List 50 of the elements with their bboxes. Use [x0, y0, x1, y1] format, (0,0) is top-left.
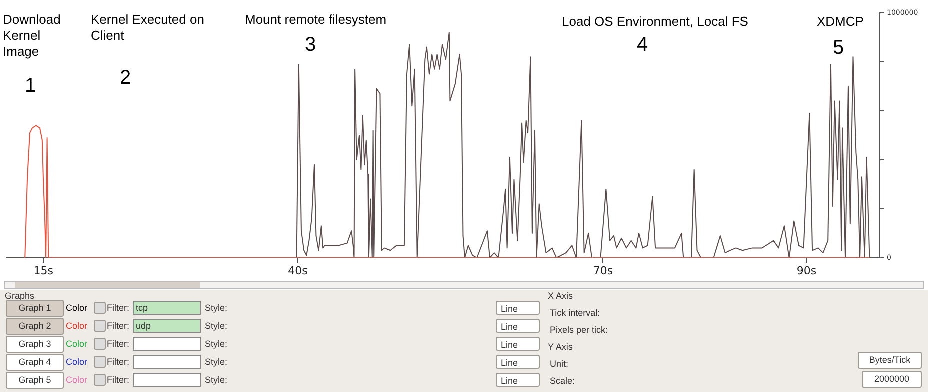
- text: Tick interval:: [550, 308, 600, 318]
- x-tick-label: 40s: [288, 264, 308, 278]
- annotation: 5: [833, 37, 844, 59]
- text: Color: [66, 321, 88, 331]
- text: Color: [66, 357, 88, 367]
- text: Filter:: [107, 339, 130, 349]
- annotation: Load OS Environment, Local FS: [562, 14, 748, 30]
- text: Style:: [205, 339, 228, 349]
- x-tick-label: 15s: [34, 264, 54, 278]
- text: Style:: [205, 375, 228, 385]
- dropdown: Line: [496, 319, 540, 333]
- annotation: 2: [120, 67, 132, 89]
- graph-button: Graph 3: [6, 336, 64, 353]
- graph-button: Graph 4: [6, 354, 64, 371]
- dropdown: Line: [496, 337, 540, 351]
- text: Scale:: [550, 376, 576, 386]
- text: Filter:: [107, 321, 130, 331]
- annotation: 1: [25, 75, 36, 97]
- text-field: udp: [133, 319, 201, 333]
- text: Filter:: [107, 375, 130, 385]
- text: Style:: [205, 321, 228, 331]
- text: Filter:: [107, 357, 130, 367]
- text: Style:: [205, 357, 228, 367]
- graph-button: Graph 2: [6, 318, 64, 335]
- annotation: Download Kernel Image: [3, 12, 62, 60]
- x-tick-label: 70s: [593, 264, 614, 278]
- graph-button: Graph 1: [6, 300, 64, 317]
- text: Color: [66, 375, 88, 385]
- annotation: Kernel Executed on Client: [91, 12, 206, 44]
- annotation: 4: [637, 34, 648, 56]
- dropdown: Bytes/Tick: [858, 352, 922, 369]
- annotation: 3: [305, 34, 316, 56]
- text: X Axis: [548, 291, 574, 301]
- text: Style:: [205, 303, 228, 313]
- text: Pixels per tick:: [550, 325, 608, 335]
- dropdown: Line: [496, 373, 540, 387]
- text: Y Axis: [548, 342, 573, 352]
- text: Color: [66, 303, 88, 313]
- annotation: XDMCP: [817, 14, 864, 30]
- text: Unit:: [550, 359, 569, 369]
- text: Graphs: [5, 291, 35, 301]
- graph-button: Graph 5: [6, 372, 64, 389]
- text: Filter:: [107, 303, 130, 313]
- dropdown: 2000000: [862, 371, 922, 388]
- text-field: tcp: [133, 301, 201, 315]
- text: Color: [66, 339, 88, 349]
- dropdown: Line: [496, 301, 540, 315]
- dropdown: Line: [496, 355, 540, 369]
- x-tick-label: 90s: [796, 264, 817, 278]
- annotation: Mount remote filesystem: [245, 12, 387, 28]
